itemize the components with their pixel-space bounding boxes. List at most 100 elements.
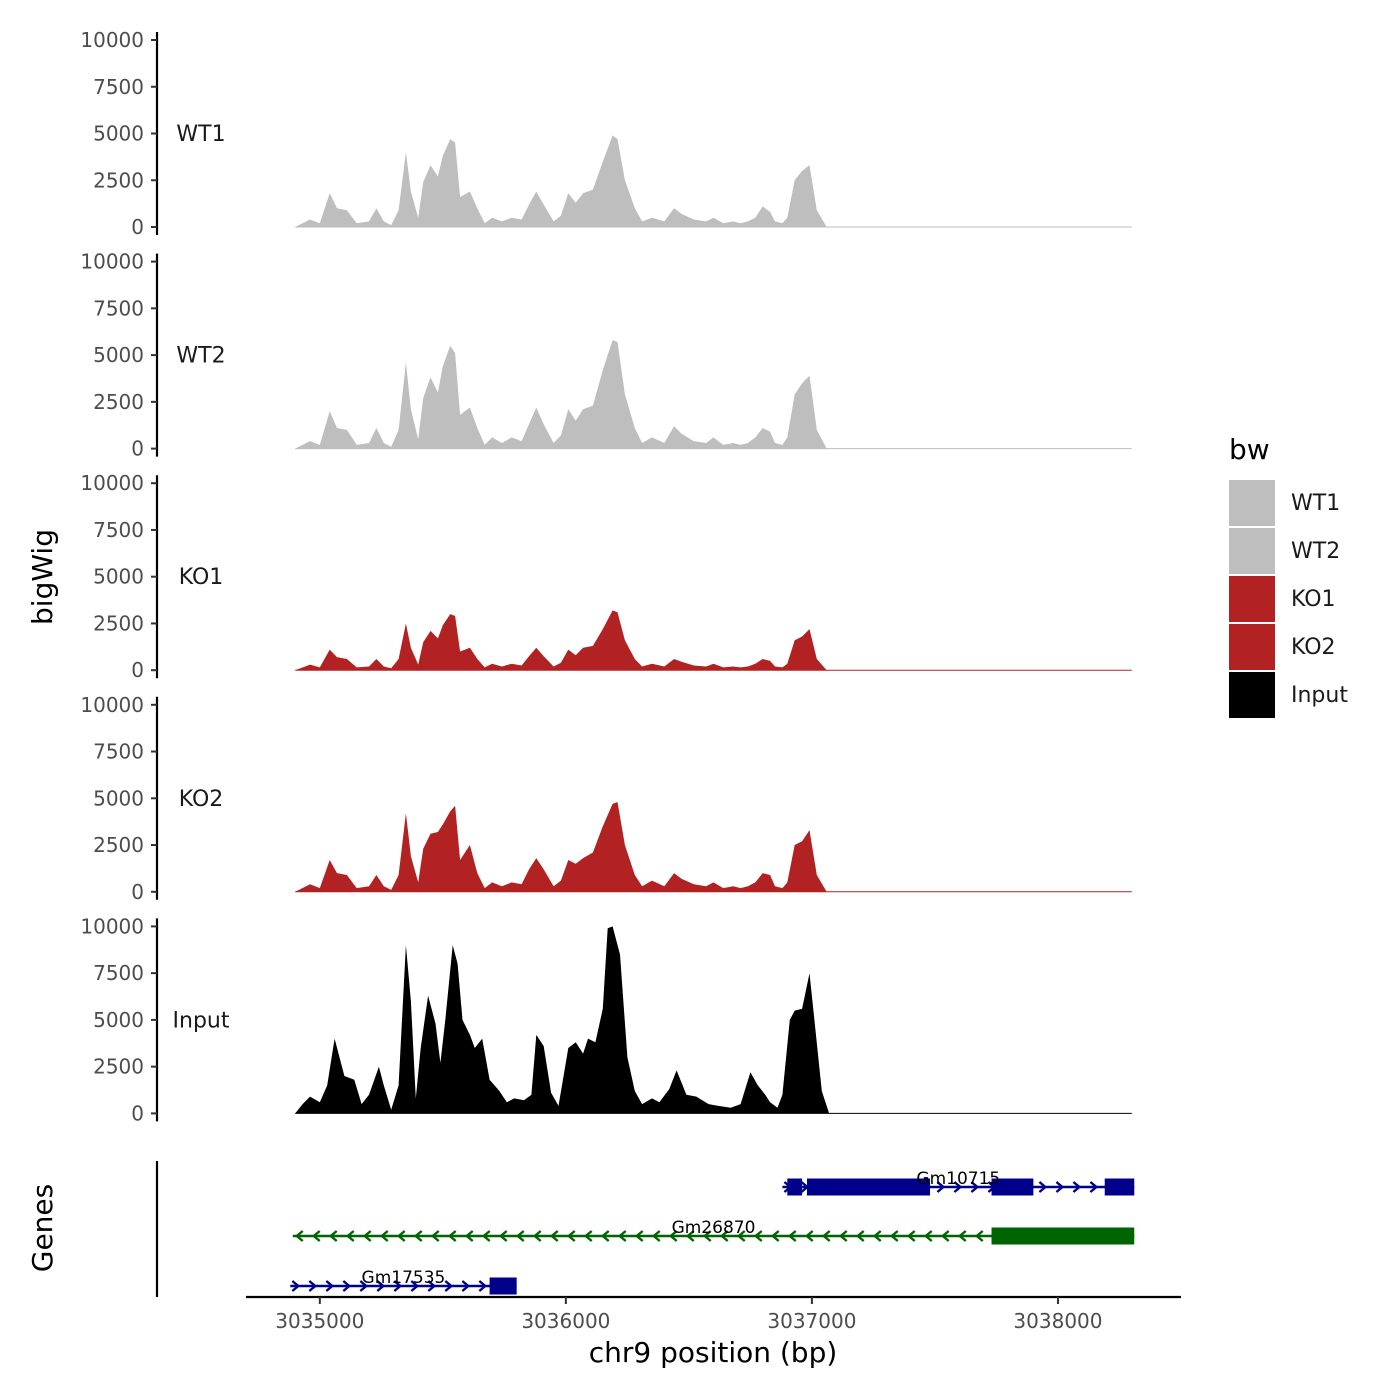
gene-label: Gm10715 <box>916 1169 1000 1189</box>
strand-chevron <box>753 1230 763 1242</box>
strand-chevron <box>804 1230 814 1242</box>
strand-chevron <box>617 1230 627 1242</box>
gene-track: Gm10715 Gm26870 Gm17535 <box>155 1161 1135 1297</box>
y-tick-label: 10000 <box>80 914 144 938</box>
y-tick-label: 2500 <box>93 833 144 857</box>
signal-area-wt2 <box>295 340 1132 449</box>
y-tick-label: 0 <box>131 215 144 239</box>
track-label: KO1 <box>179 565 224 590</box>
strand-chevron <box>478 1280 488 1292</box>
y-tick-label: 0 <box>131 437 144 461</box>
signal-area-ko2 <box>295 802 1132 892</box>
strand-chevron <box>532 1230 542 1242</box>
x-axis: 3035000 3036000 3037000 3038000 <box>246 1295 1181 1333</box>
y-tick-label: 7500 <box>93 296 144 320</box>
strand-chevron <box>583 1230 593 1242</box>
strand-chevron <box>308 1280 318 1292</box>
y-tick-label: 7500 <box>93 518 144 542</box>
legend-swatch <box>1229 672 1275 718</box>
strand-chevron <box>342 1280 352 1292</box>
strand-chevron <box>1055 1181 1065 1193</box>
y-tick-label: 5000 <box>93 786 144 810</box>
strand-chevron <box>345 1230 355 1242</box>
strand-chevron <box>957 1230 967 1242</box>
strand-chevron <box>413 1230 423 1242</box>
strand-chevron <box>936 1181 946 1193</box>
strand-chevron <box>362 1230 372 1242</box>
strand-chevron <box>872 1230 882 1242</box>
strand-chevron <box>668 1230 678 1242</box>
gene-gm17535: Gm17535 <box>290 1268 517 1295</box>
strand-chevron <box>1089 1181 1099 1193</box>
strand-chevron <box>396 1230 406 1242</box>
legend-item-ko1: KO1 <box>1229 576 1336 622</box>
track-wt1: 0 2500 5000 7500 10000 WT1 <box>80 28 1132 239</box>
strand-chevron <box>702 1230 712 1242</box>
strand-chevron <box>821 1230 831 1242</box>
y-tick-label: 0 <box>131 658 144 682</box>
strand-chevron <box>515 1230 525 1242</box>
strand-chevron <box>359 1280 369 1292</box>
strand-chevron <box>447 1230 457 1242</box>
y-tick-label: 7500 <box>93 961 144 985</box>
legend-item-input: Input <box>1229 672 1348 718</box>
strand-chevron <box>838 1230 848 1242</box>
strand-chevron <box>906 1230 916 1242</box>
y-tick-label: 5000 <box>93 565 144 589</box>
track-label: WT2 <box>176 344 225 369</box>
gene-exon <box>991 1227 1135 1245</box>
y-tick-label: 7500 <box>93 740 144 764</box>
strand-chevron <box>634 1230 644 1242</box>
signal-area-input <box>295 926 1132 1114</box>
strand-chevron <box>464 1230 474 1242</box>
x-tick-label: 3036000 <box>521 1309 610 1333</box>
legend-label: KO1 <box>1291 587 1336 612</box>
gene-gm10715: Gm10715 <box>782 1169 1135 1196</box>
strand-chevron <box>600 1230 610 1242</box>
y-tick-label: 5000 <box>93 122 144 146</box>
strand-chevron <box>444 1280 454 1292</box>
strand-chevron <box>325 1280 335 1292</box>
y-tick-label: 2500 <box>93 390 144 414</box>
x-axis-title: chr9 position (bp) <box>589 1336 838 1369</box>
strand-chevron <box>549 1230 559 1242</box>
gene-label: Gm17535 <box>362 1268 446 1288</box>
y-tick-label: 0 <box>131 880 144 904</box>
bigwig-tracks: 0 2500 5000 7500 10000 WT1 0 2500 5000 7500 10000 W… <box>80 28 1132 1125</box>
strand-chevron <box>311 1230 321 1242</box>
legend-swatch <box>1229 624 1275 670</box>
legend: bw WT1 WT2 KO1 KO2 Input <box>1229 433 1348 718</box>
legend-label: WT2 <box>1291 539 1340 564</box>
legend-label: KO2 <box>1291 635 1336 660</box>
gene-label: Gm26870 <box>672 1218 756 1238</box>
legend-item-ko2: KO2 <box>1229 624 1336 670</box>
gene-exon <box>489 1277 517 1295</box>
strand-chevron <box>379 1230 389 1242</box>
y-tick-label: 2500 <box>93 611 144 635</box>
strand-chevron <box>376 1280 386 1292</box>
signal-area-ko1 <box>295 610 1132 671</box>
strand-chevron <box>889 1230 899 1242</box>
strand-chevron <box>940 1230 950 1242</box>
y-tick-label: 5000 <box>93 343 144 367</box>
x-tick-label: 3035000 <box>275 1309 364 1333</box>
y-tick-label: 0 <box>131 1101 144 1125</box>
legend-swatch <box>1229 576 1275 622</box>
gene-exon <box>1104 1178 1135 1196</box>
y-tick-label: 2500 <box>93 168 144 192</box>
gene-panel-title: Genes <box>26 1184 59 1272</box>
y-tick-label: 10000 <box>80 693 144 717</box>
strand-chevron <box>291 1280 301 1292</box>
strand-chevron <box>498 1230 508 1242</box>
strand-chevron <box>1072 1181 1082 1193</box>
strand-chevron <box>685 1230 695 1242</box>
track-wt2: 0 2500 5000 7500 10000 WT2 <box>80 250 1132 461</box>
legend-item-wt2: WT2 <box>1229 528 1340 574</box>
strand-chevron <box>736 1230 746 1242</box>
y-axis-title: bigWig <box>26 529 59 625</box>
x-tick-label: 3037000 <box>767 1309 856 1333</box>
strand-chevron <box>393 1280 403 1292</box>
y-tick-label: 7500 <box>93 75 144 99</box>
signal-area-wt1 <box>295 135 1132 227</box>
